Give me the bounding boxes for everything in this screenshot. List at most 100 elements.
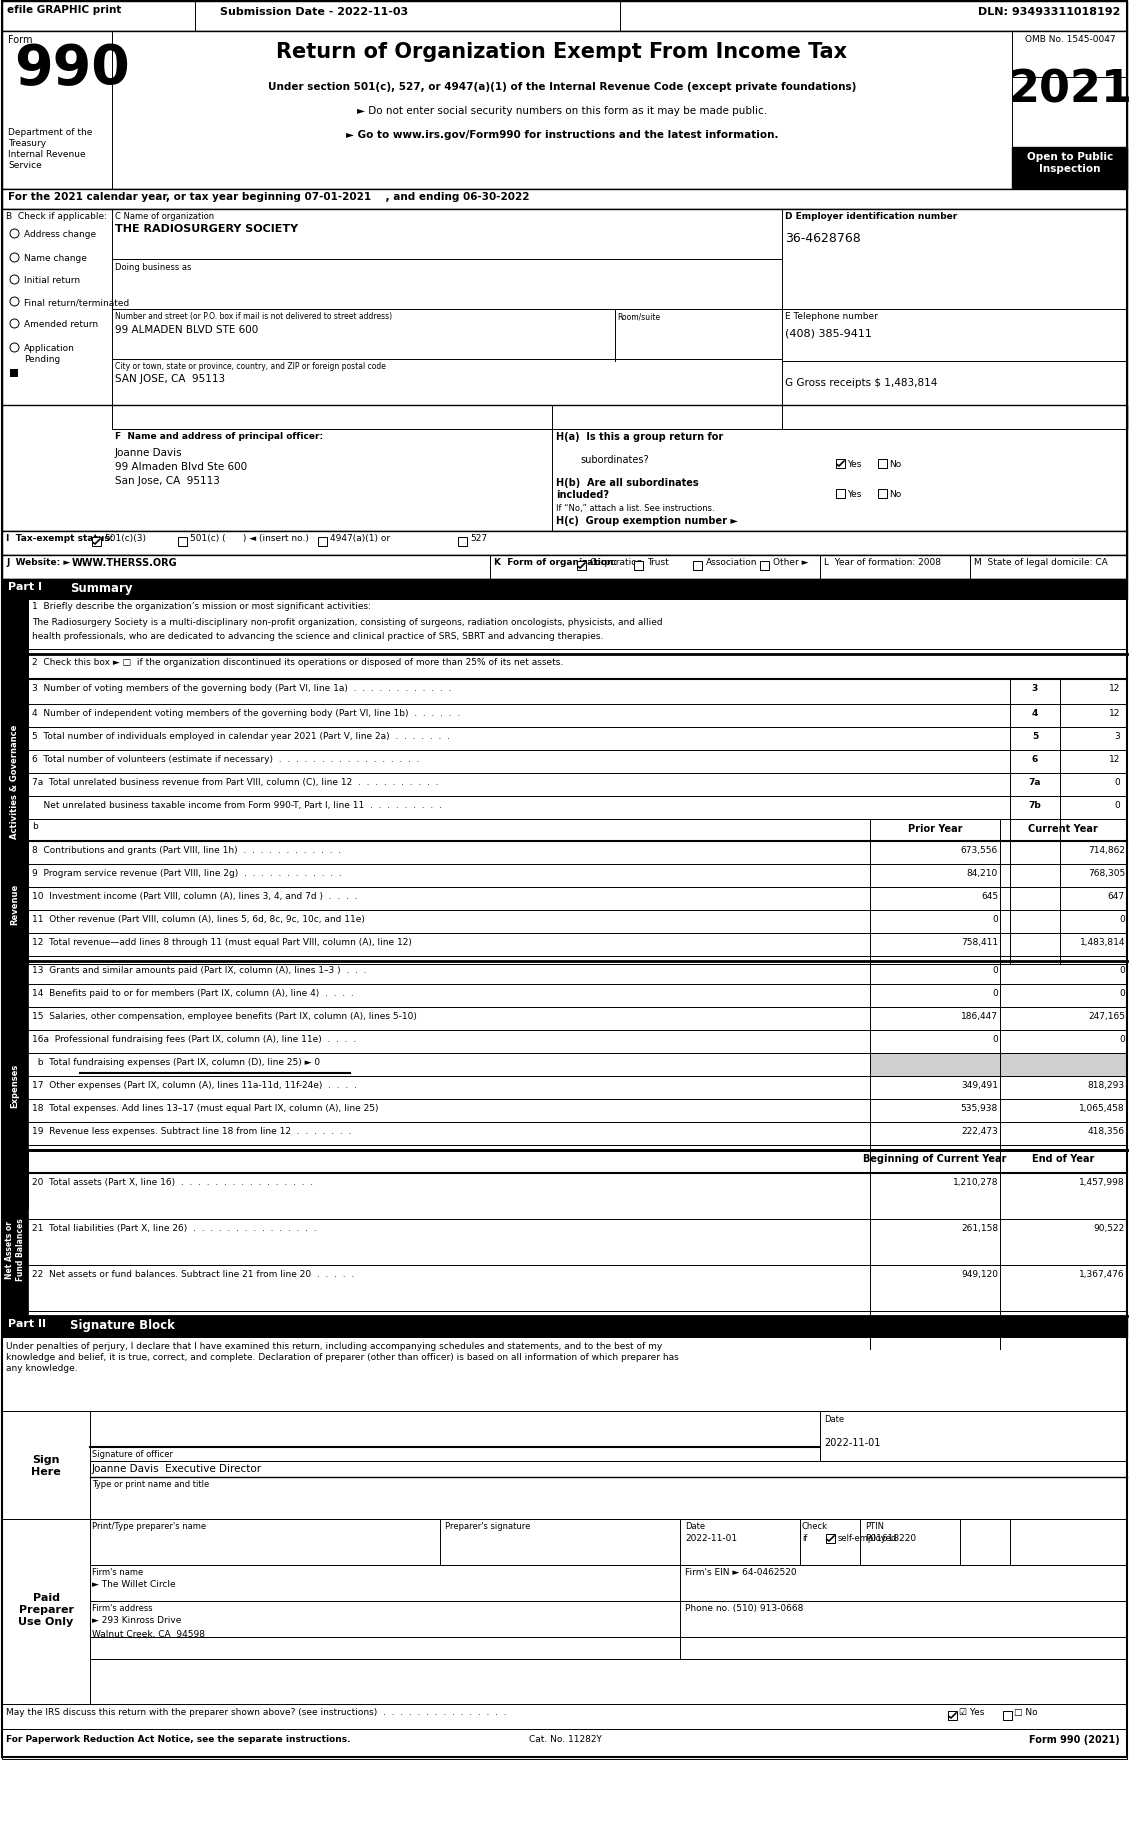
Text: Date: Date: [685, 1521, 706, 1530]
Text: H(b)  Are all subordinates
included?: H(b) Are all subordinates included?: [555, 478, 699, 500]
Text: DLN: 93493311018192: DLN: 93493311018192: [978, 7, 1120, 16]
Text: San Jose, CA  95113: San Jose, CA 95113: [115, 476, 220, 485]
Bar: [2, 1338, 1127, 1411]
Text: 0: 0: [1119, 966, 1124, 974]
Text: 247,165: 247,165: [1088, 1012, 1124, 1021]
Text: 20  Total assets (Part X, line 16)  .  .  .  .  .  .  .  .  .  .  .  .  .  .  . : 20 Total assets (Part X, line 16) . . . …: [32, 1177, 313, 1186]
Text: 0: 0: [992, 1034, 998, 1043]
Bar: [2, 961, 28, 1210]
Text: Form 990 (2021): Form 990 (2021): [1030, 1735, 1120, 1744]
Bar: [878, 459, 887, 468]
Text: THE RADIOSURGERY SOCIETY: THE RADIOSURGERY SOCIETY: [115, 223, 298, 234]
Text: 13  Grants and similar amounts paid (Part IX, column (A), lines 1–3 )  .  .  .: 13 Grants and similar amounts paid (Part…: [32, 966, 367, 974]
Text: Doing business as: Doing business as: [115, 264, 192, 273]
Text: ► The Willet Circle: ► The Willet Circle: [91, 1579, 176, 1588]
Text: Date: Date: [824, 1415, 844, 1424]
Text: 12: 12: [1109, 754, 1120, 763]
Text: 0: 0: [992, 988, 998, 997]
Bar: [10, 370, 18, 377]
Text: 527: 527: [470, 534, 487, 544]
Text: Joanne Davis  Executive Director: Joanne Davis Executive Director: [91, 1464, 262, 1473]
Text: 7b: 7b: [1029, 800, 1041, 809]
Text: Cat. No. 11282Y: Cat. No. 11282Y: [528, 1735, 602, 1742]
Text: Corporation: Corporation: [590, 558, 644, 567]
Text: City or town, state or province, country, and ZIP or foreign postal code: City or town, state or province, country…: [115, 362, 386, 371]
Text: 5: 5: [1032, 732, 1039, 741]
Bar: [91, 538, 100, 547]
Text: K  Form of organization:: K Form of organization:: [495, 558, 618, 567]
Text: 12: 12: [1109, 708, 1120, 717]
Text: self-employed: self-employed: [838, 1534, 898, 1543]
Bar: [28, 600, 1127, 964]
Text: 4: 4: [1032, 708, 1039, 717]
Text: 0: 0: [1119, 988, 1124, 997]
Text: No: No: [889, 459, 901, 468]
Text: 90,522: 90,522: [1094, 1222, 1124, 1232]
Text: Signature of officer: Signature of officer: [91, 1449, 173, 1459]
Text: May the IRS discuss this return with the preparer shown above? (see instructions: May the IRS discuss this return with the…: [6, 1707, 507, 1717]
Text: SAN JOSE, CA  95113: SAN JOSE, CA 95113: [115, 373, 225, 384]
Bar: [2, 556, 1127, 580]
Text: G Gross receipts $ 1,483,814: G Gross receipts $ 1,483,814: [785, 377, 937, 388]
Text: 10  Investment income (Part VIII, column (A), lines 3, 4, and 7d )  .  .  .  .: 10 Investment income (Part VIII, column …: [32, 891, 358, 900]
Bar: [2, 1704, 1127, 1731]
Text: □ No: □ No: [1014, 1707, 1038, 1717]
Text: 21  Total liabilities (Part X, line 26)  .  .  .  .  .  .  .  .  .  .  .  .  .  : 21 Total liabilities (Part X, line 26) .…: [32, 1222, 316, 1232]
Text: Expenses: Expenses: [10, 1063, 19, 1107]
Bar: [2, 406, 1127, 533]
Text: 9  Program service revenue (Part VIII, line 2g)  .  .  .  .  .  .  .  .  .  .  .: 9 Program service revenue (Part VIII, li…: [32, 869, 342, 878]
Text: Name change: Name change: [24, 254, 87, 264]
Text: E Telephone number: E Telephone number: [785, 311, 878, 320]
Text: Firm's EIN ► 64-0462520: Firm's EIN ► 64-0462520: [685, 1566, 797, 1576]
Text: (408) 385-9411: (408) 385-9411: [785, 328, 872, 339]
Bar: [2, 600, 28, 964]
Bar: [948, 1711, 957, 1720]
Text: Type or print name and title: Type or print name and title: [91, 1479, 209, 1488]
Text: Sign
Here: Sign Here: [32, 1455, 61, 1477]
Text: 0: 0: [1119, 1034, 1124, 1043]
Bar: [2, 533, 1127, 556]
Text: 186,447: 186,447: [961, 1012, 998, 1021]
Text: 12  Total revenue—add lines 8 through 11 (must equal Part VIII, column (A), line: 12 Total revenue—add lines 8 through 11 …: [32, 937, 412, 946]
Text: Revenue: Revenue: [10, 882, 19, 924]
Text: If “No,” attach a list. See instructions.: If “No,” attach a list. See instructions…: [555, 503, 715, 512]
Text: J  Website: ►: J Website: ►: [6, 558, 70, 567]
Text: Activities & Governance: Activities & Governance: [10, 725, 19, 838]
Text: For the 2021 calendar year, or tax year beginning 07-01-2021    , and ending 06-: For the 2021 calendar year, or tax year …: [8, 192, 530, 201]
Text: 11  Other revenue (Part VIII, column (A), lines 5, 6d, 8c, 9c, 10c, and 11e): 11 Other revenue (Part VIII, column (A),…: [32, 915, 365, 924]
Text: Part I: Part I: [8, 582, 42, 591]
Text: ☑ Yes: ☑ Yes: [959, 1707, 984, 1717]
Text: 1  Briefly describe the organization’s mission or most significant activities:: 1 Briefly describe the organization’s mi…: [32, 602, 371, 611]
Text: For Paperwork Reduction Act Notice, see the separate instructions.: For Paperwork Reduction Act Notice, see …: [6, 1735, 350, 1742]
Text: 3: 3: [1114, 732, 1120, 741]
Text: 645: 645: [981, 891, 998, 900]
Text: 7a  Total unrelated business revenue from Part VIII, column (C), line 12  .  .  : 7a Total unrelated business revenue from…: [32, 778, 438, 787]
Text: Yes: Yes: [847, 459, 861, 468]
Bar: [2, 1411, 1127, 1519]
Text: 949,120: 949,120: [961, 1270, 998, 1279]
Bar: [760, 562, 769, 571]
Bar: [634, 562, 644, 571]
Bar: [1000, 1054, 1127, 1076]
Text: 8  Contributions and grants (Part VIII, line 1h)  .  .  .  .  .  .  .  .  .  .  : 8 Contributions and grants (Part VIII, l…: [32, 845, 341, 855]
Bar: [318, 538, 327, 547]
Text: subordinates?: subordinates?: [580, 454, 649, 465]
Text: D Employer identification number: D Employer identification number: [785, 212, 957, 221]
Text: 2022-11-01: 2022-11-01: [824, 1437, 881, 1448]
Text: 84,210: 84,210: [966, 869, 998, 878]
Text: Part II: Part II: [8, 1318, 46, 1329]
Text: Net unrelated business taxable income from Form 990-T, Part I, line 11  .  .  . : Net unrelated business taxable income fr…: [32, 800, 441, 809]
Text: 1,457,998: 1,457,998: [1079, 1177, 1124, 1186]
Text: 14  Benefits paid to or for members (Part IX, column (A), line 4)  .  .  .  .: 14 Benefits paid to or for members (Part…: [32, 988, 353, 997]
Bar: [1003, 1711, 1012, 1720]
Text: P01618220: P01618220: [865, 1534, 916, 1543]
Text: Department of the
Treasury
Internal Revenue
Service: Department of the Treasury Internal Reve…: [8, 128, 93, 170]
Text: OMB No. 1545-0047: OMB No. 1545-0047: [1025, 35, 1115, 44]
Text: Paid
Preparer
Use Only: Paid Preparer Use Only: [18, 1592, 73, 1625]
Bar: [2, 580, 1127, 600]
Text: 2021: 2021: [1008, 68, 1129, 112]
Text: 261,158: 261,158: [961, 1222, 998, 1232]
Text: 1,065,458: 1,065,458: [1079, 1103, 1124, 1113]
Text: L  Year of formation: 2008: L Year of formation: 2008: [824, 558, 940, 567]
Text: 2  Check this box ► □  if the organization discontinued its operations or dispos: 2 Check this box ► □ if the organization…: [32, 657, 563, 666]
